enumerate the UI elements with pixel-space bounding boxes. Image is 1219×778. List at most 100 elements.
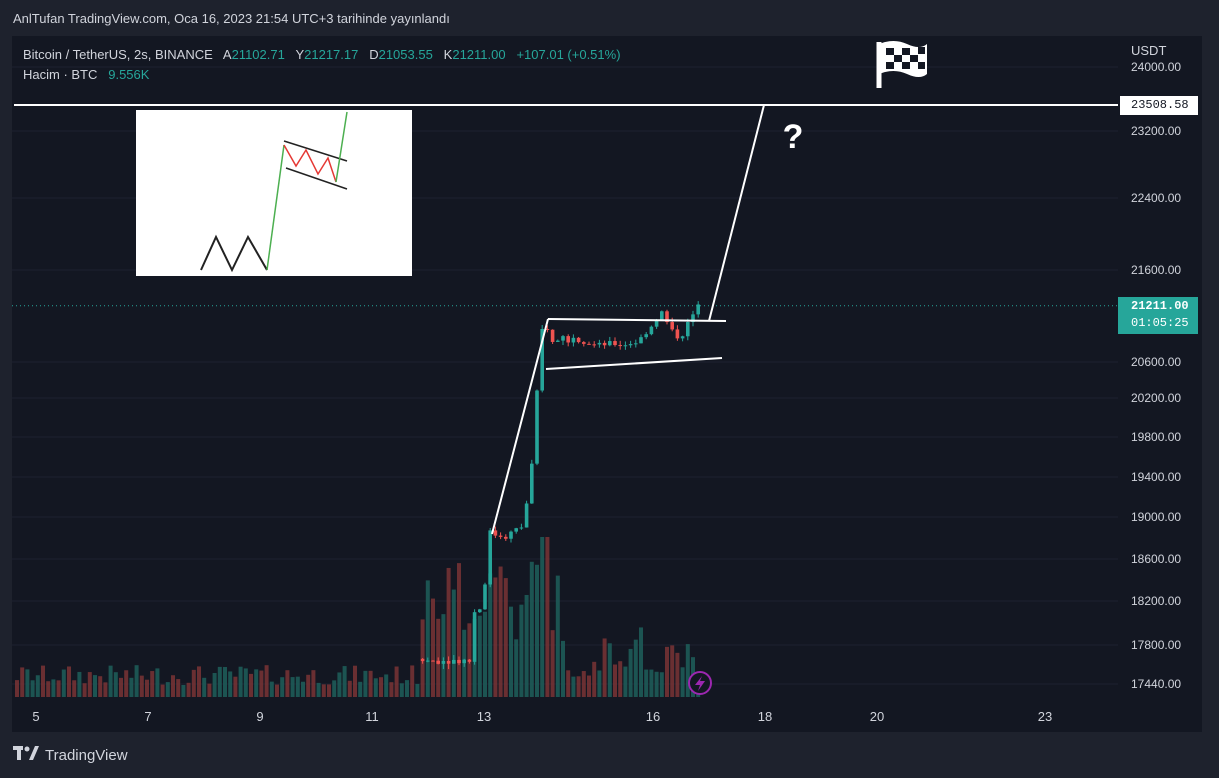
volume-bar [160, 684, 165, 697]
volume-bar [176, 679, 181, 697]
candle-body [649, 326, 654, 335]
volume-bar [165, 682, 170, 697]
target-price-box [1120, 96, 1198, 115]
candle-body [446, 660, 451, 664]
volume-label[interactable]: Hacim · BTC [23, 67, 98, 82]
time-tick-label: 9 [256, 709, 263, 724]
volume-bar [649, 669, 654, 697]
close-label: K [443, 47, 453, 62]
drawing-lines[interactable] [14, 104, 1118, 535]
volume-bar [379, 677, 383, 697]
volume-bar [67, 666, 71, 697]
candle-body [576, 337, 581, 343]
candle-body [498, 535, 503, 537]
time-tick-label: 13 [477, 709, 491, 724]
checkered-flag-icon [876, 41, 927, 88]
volume-bar [498, 566, 503, 697]
breakout-line [708, 104, 765, 322]
candle-body [535, 390, 539, 464]
currency-label[interactable]: USDT [1131, 43, 1167, 58]
volume-bar [628, 648, 633, 697]
volume-bar [264, 665, 269, 697]
volume-bar [571, 676, 576, 697]
volume-bar [186, 682, 191, 697]
volume-bar [514, 639, 519, 697]
candle-body [462, 659, 466, 664]
volume-bars [15, 537, 701, 697]
volume-bar [639, 627, 643, 697]
volume-bar [654, 671, 659, 697]
volume-bar [77, 671, 82, 697]
volume-bar [524, 594, 529, 697]
time-axis[interactable]: 5 7 9 11 13 16 18 20 23 [32, 709, 1052, 724]
volume-bar [607, 643, 612, 697]
volume-bar [72, 680, 77, 697]
volume-bar [93, 675, 97, 697]
volume-bar [425, 580, 430, 697]
candle-body [675, 329, 680, 339]
volume-bar [301, 681, 305, 697]
candle-body [618, 345, 622, 347]
volume-bar [675, 652, 680, 697]
volume-bar [212, 672, 217, 697]
volume-bar [108, 665, 113, 697]
candle-body [561, 336, 565, 341]
lightning-icon[interactable] [688, 671, 712, 695]
volume-bar [363, 670, 368, 697]
price-tick-label: 17440.00 [1131, 677, 1181, 691]
time-tick-label: 7 [144, 709, 151, 724]
candle-body [623, 345, 628, 347]
volume-bar [150, 671, 155, 697]
candle-body [592, 344, 596, 346]
low-value: 21053.55 [378, 47, 433, 62]
low-label: D [369, 47, 379, 62]
volume-bar [202, 677, 207, 697]
volume-bar [592, 661, 597, 697]
flag-top-line [547, 318, 727, 322]
volume-bar [493, 577, 498, 697]
volume-bar [155, 668, 160, 697]
price-axis[interactable]: 24000.00 23200.00 22400.00 21600.00 20600.00… [1131, 60, 1181, 691]
volume-bar [46, 681, 51, 697]
candle-body [472, 612, 477, 662]
close-value: 21211.00 [452, 47, 506, 62]
volume-bar [581, 671, 586, 697]
candle-body [691, 314, 695, 323]
change-value: +107.01 (+0.51%) [516, 47, 621, 62]
volume-bar [342, 666, 347, 697]
volume-bar [35, 675, 40, 697]
volume-bar [566, 670, 571, 697]
volume-bar [373, 678, 378, 697]
volume-bar [576, 676, 581, 697]
volume-bar [171, 675, 175, 697]
volume-bar [20, 667, 25, 697]
volume-bar [353, 665, 357, 697]
volume-value: 9.556K [108, 67, 150, 82]
symbol-title[interactable]: Bitcoin / TetherUS, 2s, BINANCE [23, 47, 213, 62]
candle-body [571, 337, 576, 343]
grid [12, 66, 1118, 685]
volume-bar [280, 677, 285, 697]
price-tick-label: 17800.00 [1131, 638, 1181, 652]
candle-body [634, 343, 638, 345]
volume-bar [477, 615, 482, 697]
candle-body [597, 342, 602, 345]
volume-bar [457, 563, 461, 697]
volume-bar [613, 664, 617, 697]
volume-bar [618, 661, 623, 697]
volume-bar [597, 670, 602, 697]
candle-body [628, 344, 633, 346]
candle-body [441, 660, 446, 664]
candle-body [696, 304, 700, 315]
current-price-label: 21211.00 [1131, 299, 1189, 313]
countdown-label: 01:05:25 [1131, 316, 1189, 330]
volume-bar [561, 640, 565, 697]
candle-body [639, 337, 643, 344]
volume-bar [659, 672, 664, 697]
candle-body [545, 329, 550, 331]
candle-body [431, 660, 435, 662]
footer-brand[interactable]: TradingView [13, 746, 128, 765]
volume-bar [233, 676, 238, 697]
candle-body [608, 341, 612, 346]
